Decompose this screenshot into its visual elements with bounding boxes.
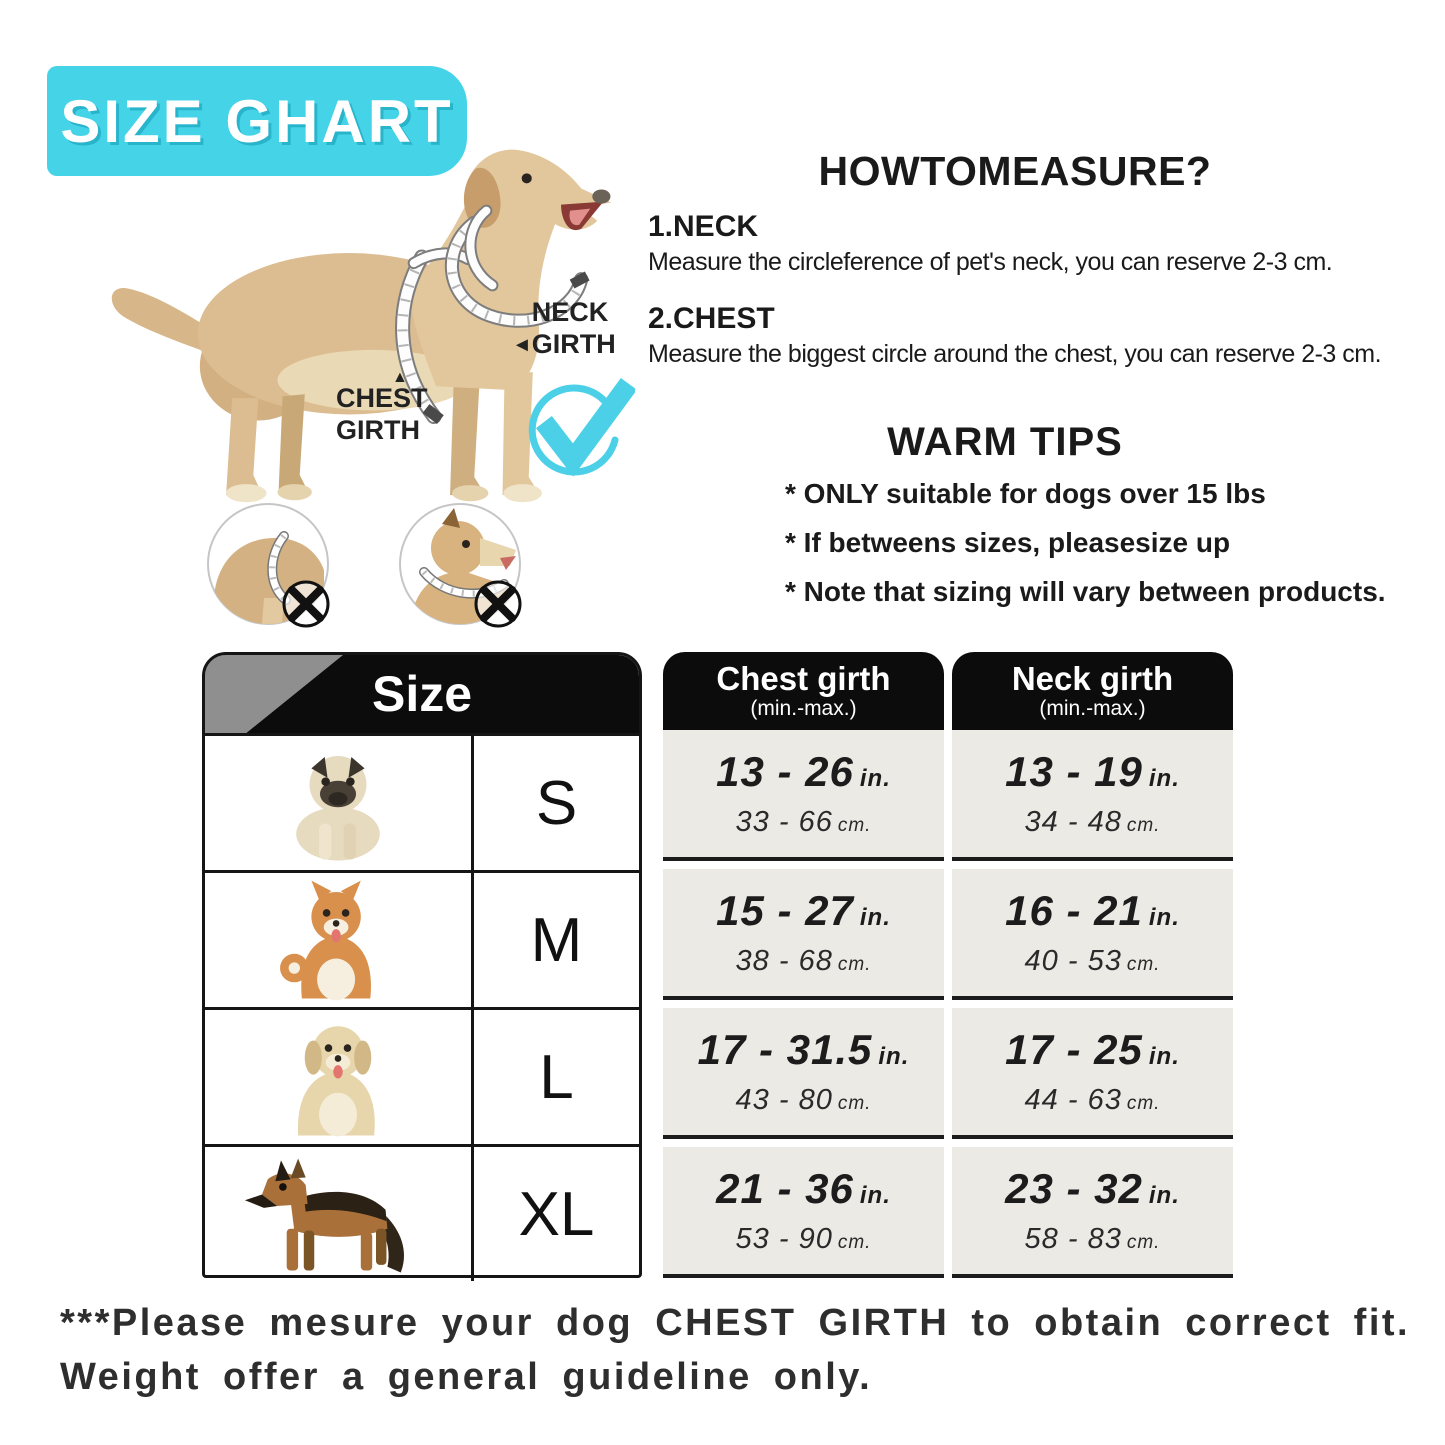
corner-decoration [205, 655, 343, 733]
chest-cell-s: 13 - 26 in. 33 - 66 cm. [663, 730, 944, 861]
size-label-m: M [530, 905, 583, 975]
arrow-up-icon: ▲ [392, 369, 408, 386]
step-chest-title: 2.CHEST [648, 302, 775, 335]
pug-photo [205, 736, 474, 870]
footnote-line-2: Weight offer a general guideline only. [60, 1356, 873, 1398]
neck-cell-l: 17 - 25 in. 44 - 63 cm. [952, 1008, 1233, 1139]
size-column-table: Size S [202, 652, 642, 1281]
chest-cell-m: 15 - 27 in. 38 - 68 cm. [663, 869, 944, 1000]
size-label-l: L [539, 1042, 574, 1112]
how-to-measure-heading: HOWTOMEASURE? [818, 148, 1212, 194]
cross-icon [282, 580, 330, 628]
labrador-photo [205, 1010, 474, 1144]
size-row-l: L [205, 1007, 639, 1144]
chest-girth-label: CHEST GIRTH [336, 383, 428, 445]
footnote: ***Please mesure your dog CHEST GIRTH to… [60, 1296, 1420, 1404]
german-shepherd-photo [205, 1147, 474, 1281]
chest-tape-icon [395, 247, 475, 425]
arrow-left-icon: ◄ [512, 334, 532, 356]
page-title: SIZE GHART [60, 87, 454, 155]
neck-girth-label: ◄NECK GIRTH [512, 297, 616, 359]
check-icon [515, 378, 637, 488]
neck-cell-m: 16 - 21 in. 40 - 53 cm. [952, 869, 1233, 1000]
size-row-m: M [205, 870, 639, 1007]
neck-cell-xl: 23 - 32 in. 58 - 83 cm. [952, 1147, 1233, 1278]
size-header: Size [205, 655, 639, 733]
size-header-label: Size [371, 666, 473, 722]
wrong-chest-measure-image [204, 500, 336, 632]
footnote-line-1: ***Please mesure your dog CHEST GIRTH to… [60, 1302, 1411, 1344]
title-banner: SIZE GHART [47, 66, 467, 176]
chest-girth-column: Chest girth (min.-max.) 13 - 26 in. 33 - … [663, 652, 944, 1278]
size-label-xl: XL [518, 1179, 595, 1249]
neck-girth-header: Neck girth (min.-max.) [952, 652, 1233, 730]
neck-tape-icon [445, 204, 590, 328]
step-neck-text: Measure the circleference of pet's neck,… [648, 248, 1333, 276]
shiba-inu-photo [205, 873, 474, 1007]
warm-tip-3: * Note that sizing will vary between pro… [785, 576, 1386, 607]
cross-icon [474, 580, 522, 628]
step-neck-title: 1.NECK [648, 210, 759, 243]
warm-tip-2: * If betweens sizes, pleasesize up [785, 527, 1231, 558]
warm-tip-1: * ONLY suitable for dogs over 15 lbs [785, 478, 1266, 509]
labrador-standing-image [111, 149, 612, 503]
size-row-s: S [205, 733, 639, 870]
neck-cell-s: 13 - 19 in. 34 - 48 cm. [952, 730, 1233, 861]
warm-tips-heading: WARM TIPS [887, 420, 1123, 464]
size-row-xl: XL [205, 1144, 639, 1281]
step-chest-text: Measure the biggest circle around the ch… [648, 340, 1382, 368]
neck-girth-column: Neck girth (min.-max.) 13 - 19 in. 34 - 4… [952, 652, 1233, 1278]
wrong-neck-measure-image [396, 500, 528, 632]
dog-measurement-illustration [105, 105, 670, 510]
chest-cell-l: 17 - 31.5 in. 43 - 80 cm. [663, 1008, 944, 1139]
chest-girth-header: Chest girth (min.-max.) [663, 652, 944, 730]
warm-tips-list: * ONLY suitable for dogs over 15 lbs * I… [785, 478, 1405, 625]
chest-cell-xl: 21 - 36 in. 53 - 90 cm. [663, 1147, 944, 1278]
size-label-s: S [535, 768, 578, 838]
